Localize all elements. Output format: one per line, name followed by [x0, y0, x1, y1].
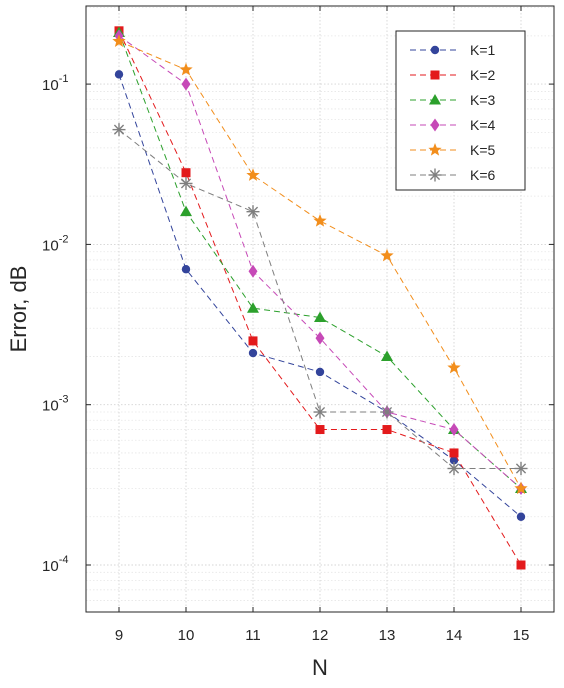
- legend-item: K=3: [410, 92, 496, 108]
- legend-item: K=2: [410, 67, 496, 83]
- legend-label: K=3: [470, 92, 496, 108]
- legend-marker: [430, 118, 440, 132]
- data-point: [381, 350, 393, 361]
- legend-item: K=6: [410, 167, 496, 183]
- legend-label: K=1: [470, 42, 496, 58]
- legend-label: K=2: [470, 67, 496, 83]
- data-point: [447, 360, 461, 374]
- legend-label: K=6: [470, 167, 496, 183]
- data-point: [382, 425, 392, 435]
- x-tick-label: 10: [178, 627, 195, 644]
- series-group: [112, 26, 528, 570]
- data-point: [246, 205, 260, 219]
- data-point: [315, 331, 325, 345]
- data-point: [114, 70, 124, 79]
- legend-label: K=5: [470, 142, 496, 158]
- data-point: [315, 367, 325, 377]
- x-tick-label: 13: [379, 627, 396, 644]
- data-point: [179, 176, 193, 190]
- data-point: [179, 62, 193, 76]
- data-point: [516, 560, 526, 570]
- data-point: [314, 311, 326, 322]
- data-point: [313, 405, 327, 419]
- series-k5: [112, 34, 528, 495]
- legend: K=1 K=2 K=3 K=4 K=5 K=6: [395, 30, 526, 191]
- ticks: 9 10 11 12 13 14 15 10-4 10-3 10-2 10-1: [42, 6, 554, 644]
- y-tick-label: 10-4: [42, 554, 68, 575]
- data-point: [181, 77, 191, 91]
- legend-marker: [430, 70, 440, 80]
- data-point: [449, 456, 459, 465]
- legend-item: K=5: [410, 142, 496, 158]
- series-k1: [114, 70, 526, 521]
- data-point: [246, 168, 260, 181]
- data-point: [516, 512, 526, 521]
- data-point: [248, 348, 258, 358]
- y-tick-label: 10-3: [42, 394, 68, 415]
- data-point: [514, 461, 528, 475]
- y-tick-label: 10-1: [42, 73, 68, 94]
- data-point: [449, 448, 459, 458]
- data-point: [447, 461, 461, 475]
- legend-marker: [430, 45, 440, 55]
- legend-item: K=4: [410, 117, 496, 133]
- data-point: [181, 265, 191, 274]
- y-tick-label: 10-2: [42, 233, 68, 254]
- data-point: [313, 213, 327, 227]
- data-point: [315, 425, 325, 435]
- legend-marker: [429, 94, 441, 105]
- data-point: [248, 336, 258, 346]
- legend-marker: [428, 143, 442, 156]
- legend-label: K=4: [470, 117, 496, 133]
- data-point: [380, 405, 394, 419]
- x-tick-label: 14: [446, 627, 463, 644]
- data-point: [248, 264, 258, 278]
- data-point: [112, 34, 126, 47]
- data-point: [514, 481, 528, 495]
- data-point: [380, 248, 394, 262]
- x-axis-label: N: [312, 655, 328, 680]
- legend-item: K=1: [410, 42, 496, 58]
- data-point: [449, 423, 459, 437]
- data-point: [112, 123, 126, 137]
- legend-marker: [428, 168, 442, 182]
- x-tick-label: 15: [513, 627, 530, 644]
- x-tick-label: 9: [115, 627, 123, 644]
- x-tick-label: 11: [245, 627, 261, 644]
- data-point: [181, 168, 191, 178]
- x-tick-label: 12: [312, 627, 329, 644]
- series-k6: [112, 123, 528, 475]
- data-point: [247, 302, 259, 313]
- data-point: [180, 205, 192, 217]
- y-axis-label: Error, dB: [6, 266, 31, 353]
- legend-box: [395, 30, 526, 191]
